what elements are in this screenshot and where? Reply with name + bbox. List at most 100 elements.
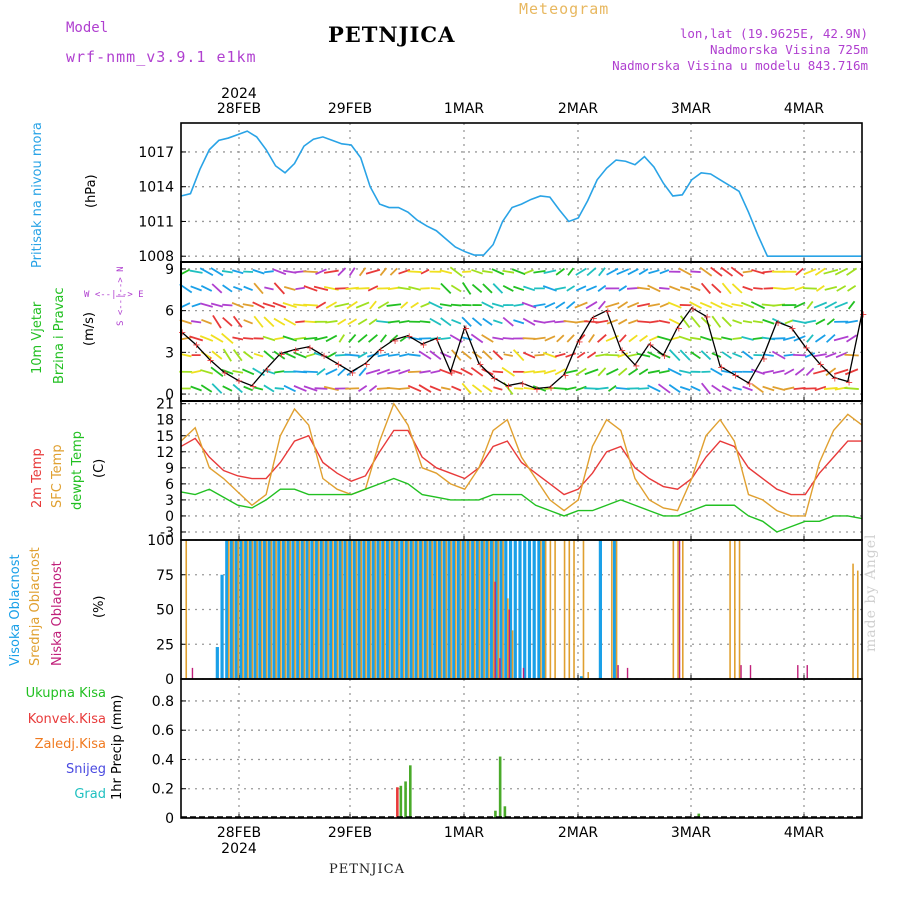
cloud-bar-1: [303, 540, 306, 679]
wind-arrow: [575, 285, 587, 292]
cloud-bar-1: [402, 540, 405, 679]
wind-arrow: [491, 302, 504, 308]
panel-0: 1008 1011 1014 1017: [138, 123, 862, 265]
wind-arrow: [264, 270, 274, 274]
wind-gust-mark: +: [660, 351, 668, 362]
wind-arrow: [617, 352, 629, 358]
precip-bar-1: [396, 787, 399, 818]
wind-arrow: [627, 353, 639, 358]
wind-arrow: [762, 369, 774, 374]
cloud-bar-1: [573, 540, 575, 679]
cloud-bar-1: [284, 540, 287, 679]
wind-arrow: [731, 283, 743, 294]
wind-arrow: [274, 336, 285, 341]
wind-arrow: [543, 269, 557, 274]
wind-arrow: [847, 285, 857, 292]
wind-arrow: [232, 315, 243, 328]
wind-arrow: [783, 353, 795, 357]
time-label-bottom: 4MAR: [784, 825, 825, 841]
cloud-bar-0: [376, 540, 380, 679]
cloud-bar-1: [734, 540, 736, 679]
wind-gust-mark: +: [618, 346, 626, 357]
wind-arrow: [598, 267, 606, 277]
wind-arrow: [482, 283, 493, 294]
wind-arrow: [379, 334, 387, 343]
wind-arrow: [387, 369, 401, 375]
wind-arrow: [262, 335, 276, 342]
cloud-bar-0: [395, 540, 399, 679]
cloud-bar-1: [440, 540, 443, 679]
wind-arrow: [690, 315, 701, 328]
wind-arrow: [303, 370, 318, 374]
wind-arrow: [844, 387, 859, 390]
wind-arrow: [678, 267, 692, 276]
wind-arrow: [732, 386, 742, 391]
cloud-bar-1: [412, 540, 415, 679]
wind-arrow: [253, 352, 264, 358]
wind-arrow: [264, 286, 274, 291]
wind-arrow: [513, 285, 525, 292]
wind-arrow: [730, 266, 744, 277]
wind-arrow: [242, 303, 254, 307]
wind-arrow: [222, 385, 233, 392]
y-tick-label: 25: [156, 637, 174, 653]
wind-arrow: [658, 369, 670, 374]
wind-arrow: [565, 300, 576, 310]
wind-arrow: [252, 268, 265, 275]
cloud-bar-0: [291, 540, 295, 679]
cloud-bar-0: [362, 540, 366, 679]
wind-arrow: [502, 337, 514, 340]
wind-arrow: [751, 383, 764, 394]
cloud-bar-0: [598, 540, 602, 679]
wind-arrow: [253, 386, 264, 391]
wind-gust-mark: +: [746, 379, 754, 390]
wind-compass-horizontal: W <--|--> E: [84, 290, 144, 300]
wind-arrow: [502, 284, 514, 292]
wind-arrow: [387, 386, 401, 391]
wind-arrow: [200, 384, 213, 393]
wind-gust-mark: +: [192, 340, 200, 351]
wind-arrow: [721, 351, 732, 360]
cloud-bar-0: [267, 540, 271, 679]
wind-gust-mark: +: [362, 359, 370, 370]
wind-arrow: [492, 336, 504, 341]
wind-arrow: [647, 303, 660, 308]
cloud-bar-1: [341, 540, 344, 679]
wind-arrow: [304, 320, 317, 324]
wind-arrow: [387, 320, 400, 324]
wind-arrow: [835, 352, 847, 359]
wind-arrow: [647, 351, 661, 360]
wind-arrow: [272, 268, 287, 276]
wind-arrow: [597, 300, 606, 310]
wind-arrow: [337, 318, 347, 326]
wind-arrow: [542, 351, 557, 359]
wind-gust-mark: +: [263, 365, 271, 376]
cloud-bar-0: [229, 540, 234, 679]
wind-arrow: [347, 318, 357, 326]
wind-speed-line: [180, 307, 863, 390]
wind-arrow: [575, 385, 587, 392]
cloud-bar-1: [492, 540, 495, 679]
wind-arrow: [440, 317, 452, 327]
panel-frame: [180, 400, 863, 541]
cloud-bar-1: [294, 540, 296, 679]
wind-arrow: [721, 336, 733, 341]
wind-arrow: [689, 301, 702, 310]
wind-arrow: [420, 268, 430, 275]
cloud-bar-1: [336, 540, 339, 679]
cloud-bar-2: [678, 540, 681, 679]
cloud-bar-0: [329, 540, 333, 679]
model-name: wrf-nmm_v3.9.1 e1km: [66, 48, 257, 66]
wind-arrow: [190, 285, 202, 292]
cloud-bar-0: [532, 540, 536, 679]
wind-arrow: [794, 367, 805, 376]
wind-arrow: [617, 301, 629, 310]
wind-arrow: [639, 334, 648, 343]
time-label-top: 2MAR: [558, 101, 599, 117]
wind-arrow: [325, 301, 338, 309]
wind-gust-mark: +: [632, 361, 640, 372]
wind-gust-mark: +: [405, 332, 413, 343]
wind-gust-mark: +: [448, 368, 456, 379]
wind-arrow: [659, 287, 670, 290]
wind-arrow: [606, 267, 619, 276]
